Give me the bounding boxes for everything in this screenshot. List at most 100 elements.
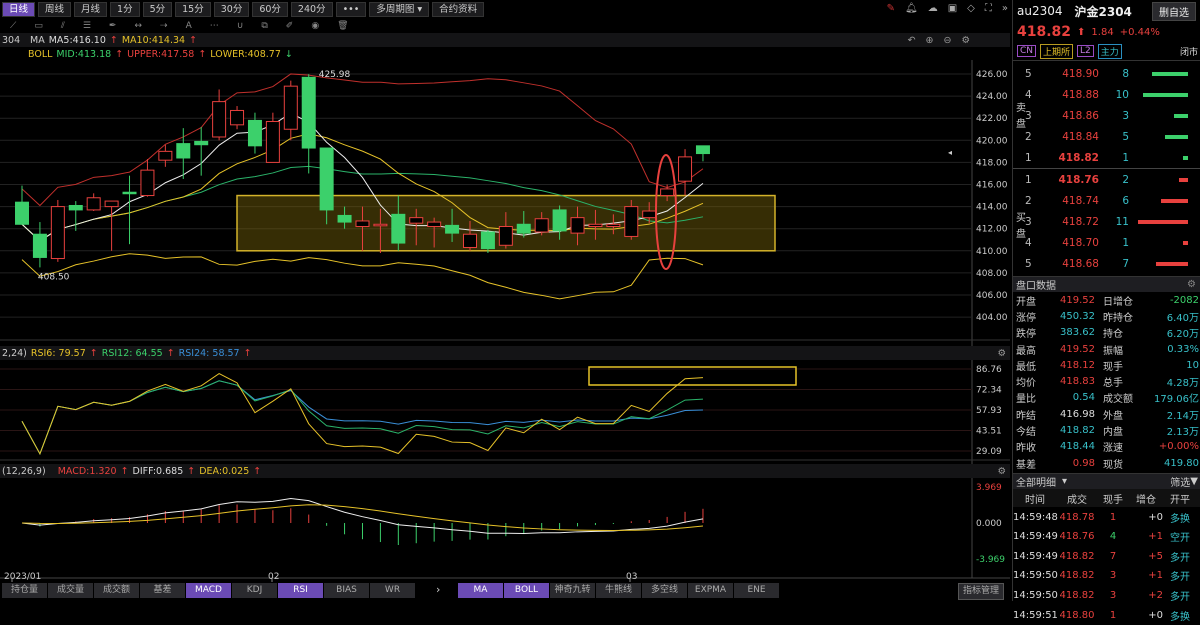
volume: 3 (1122, 109, 1129, 122)
tab-多空线[interactable]: 多空线 (642, 583, 687, 598)
zoom-out-icon[interactable]: ⊖ (943, 34, 952, 46)
tab-bias[interactable]: BIAS (324, 583, 369, 598)
save-icon[interactable]: ▣ (947, 3, 958, 14)
level: 4 (1025, 88, 1032, 101)
ticks-title[interactable]: 全部明细 (1016, 478, 1056, 490)
open-close: 多开 (1170, 572, 1190, 584)
tab-macd[interactable]: MACD (186, 583, 231, 598)
period-button[interactable]: 月线 (74, 2, 108, 17)
chevron-right-icon[interactable]: › (436, 583, 441, 596)
field-label: 内盘 (1103, 427, 1123, 439)
eraser-icon[interactable]: ✐ (285, 20, 294, 31)
level: 3 (1025, 109, 1032, 122)
magnet-icon[interactable]: ∪ (236, 20, 244, 31)
copy-icon[interactable]: ⧉ (261, 20, 268, 31)
period-button[interactable]: 合约资料 (432, 2, 485, 17)
period-button[interactable]: 日线 (2, 2, 36, 17)
indicator-manage-button[interactable]: 指标管理 (958, 583, 1004, 600)
orderbook-row[interactable]: 2 418.84 5 (1013, 126, 1200, 147)
ray-tool-icon[interactable]: ⇢ (160, 20, 168, 31)
period-button[interactable]: 60分 (252, 2, 288, 17)
trash-icon[interactable]: 🗑︎ (337, 20, 349, 31)
period-button[interactable]: 240分 (290, 2, 333, 17)
orderbook-row[interactable]: 2 418.74 6 (1013, 190, 1200, 211)
more-icon[interactable]: ⋯ (209, 20, 219, 31)
panel-data-row: 开盘 419.52 日增仓 -2082 (1013, 292, 1200, 308)
alert-pen-icon[interactable]: ✎ (886, 3, 896, 14)
tab-成交量[interactable]: 成交量 (48, 583, 93, 598)
candle-down (552, 209, 567, 232)
orderbook-row[interactable]: 3 418.72 11 (1013, 211, 1200, 232)
pen-tool-icon[interactable]: ✒ (108, 20, 117, 31)
parallel-tool-icon[interactable]: ⫽ (60, 20, 65, 31)
tab-成交额[interactable]: 成交额 (94, 583, 139, 598)
collapse-icon[interactable]: » (1001, 3, 1008, 14)
orderbook-row[interactable]: 3 418.86 3 (1013, 105, 1200, 126)
field-value: 0.98 (1072, 457, 1095, 469)
orderbook-row[interactable]: 4 418.70 1 (1013, 232, 1200, 253)
volume: 8 (1122, 67, 1129, 80)
orderbook-row[interactable]: 1 418.76 2 (1013, 169, 1200, 190)
zoom-in-icon[interactable]: ⊕ (925, 34, 934, 46)
period-button[interactable]: 多周期图 ▾ (369, 2, 430, 17)
period-button[interactable]: 1分 (110, 2, 140, 17)
candle-down (247, 119, 262, 147)
orderbook-row[interactable]: 5 418.68 7 (1013, 253, 1200, 274)
text-tool-icon[interactable]: A (185, 20, 192, 31)
period-button[interactable]: 周线 (38, 2, 72, 17)
rsi-settings-icon[interactable]: ⚙ (997, 347, 1006, 359)
tab-boll[interactable]: BOLL (504, 583, 549, 598)
field-value: 419.80 (1164, 457, 1199, 469)
rect-tool-icon[interactable]: ▭ (34, 20, 43, 31)
fullscreen-icon[interactable]: ⛶ (984, 3, 992, 14)
ticks-header: 时间 成交 现手 增仓 开平 (1013, 489, 1200, 508)
kline-chart[interactable]: 426.00 424.00 422.00 420.00 418.00 416.00 414.… (0, 0, 1010, 583)
tab-神奇九转[interactable]: 神奇九转 (550, 583, 595, 598)
panel-data-row: 昨收 418.44 涨速 +0.00% (1013, 439, 1200, 455)
undo-icon[interactable]: ↶ (907, 34, 916, 46)
measure-tool-icon[interactable]: ↔ (134, 20, 143, 31)
dea-line (21, 504, 704, 532)
ticket-icon[interactable]: ◇ (967, 3, 975, 14)
candle-up (50, 206, 65, 260)
candle-down (445, 224, 460, 234)
tab-expma[interactable]: EXPMA (688, 583, 733, 598)
tab-牛熊线[interactable]: 牛熊线 (596, 583, 641, 598)
tab-wr[interactable]: WR (370, 583, 415, 598)
macd-settings-icon[interactable]: ⚙ (997, 465, 1006, 477)
line-tool-icon[interactable]: ⟋ (10, 20, 17, 31)
fib-tool-icon[interactable]: ☰ (82, 20, 91, 31)
period-button[interactable]: 5分 (142, 2, 173, 17)
orderbook-row[interactable]: 4 418.88 10 (1013, 84, 1200, 105)
filter-button[interactable]: 筛选 (1170, 478, 1191, 490)
tab-kdj[interactable]: KDJ (232, 583, 277, 598)
tab-rsi[interactable]: RSI (278, 583, 323, 598)
candle-down (176, 143, 191, 159)
cloud-icon[interactable]: ☁ (927, 3, 938, 14)
eye-icon[interactable]: ◉ (311, 20, 320, 31)
filter-icon[interactable]: ▼ (1190, 476, 1198, 488)
remove-watchlist-button[interactable]: 删自选 (1152, 1, 1196, 21)
panel-data-row: 基差 0.98 现货 419.80 (1013, 455, 1200, 471)
orderbook-row[interactable]: 1 418.82 1 (1013, 147, 1200, 168)
level: 3 (1025, 215, 1032, 228)
field-label: 现货 (1103, 459, 1123, 471)
field-value: 0.54 (1072, 392, 1095, 404)
tab-ene[interactable]: ENE (734, 583, 779, 598)
bell-icon[interactable]: 🔔︎ (905, 3, 918, 14)
candle-up (283, 85, 298, 130)
tick-row: 14:59:51 418.80 1 +0 多换 (1013, 605, 1200, 625)
period-button[interactable]: 15分 (175, 2, 211, 17)
tab-基差[interactable]: 基差 (140, 583, 185, 598)
price-tick: 410.00 (976, 247, 1008, 257)
tab-ma[interactable]: MA (458, 583, 503, 598)
dropdown-icon[interactable]: ▾ (1062, 476, 1068, 488)
period-button[interactable]: 30分 (213, 2, 250, 17)
settings-icon[interactable]: ⚙ (961, 34, 970, 46)
period-button[interactable]: ••• (335, 2, 367, 17)
price: 418.82 (1059, 589, 1095, 601)
last-price: 418.82 (1017, 24, 1072, 40)
orderbook-row[interactable]: 5 418.90 8 (1013, 63, 1200, 84)
tab-持仓量[interactable]: 持仓量 (2, 583, 47, 598)
panel-settings-icon[interactable]: ⚙ (1187, 279, 1196, 290)
